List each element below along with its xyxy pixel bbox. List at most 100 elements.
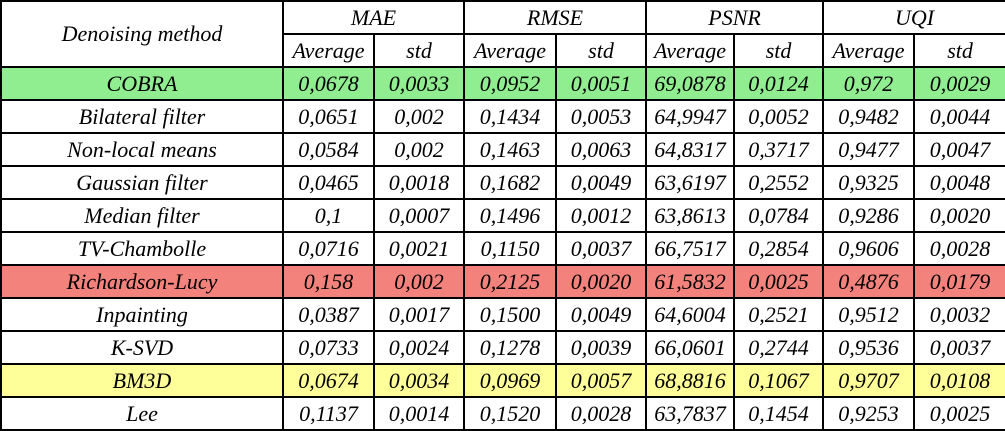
- sub-header-std: std: [913, 33, 1005, 68]
- metric-header-mae: MAE: [281, 0, 466, 35]
- value-cell: 0,0037: [913, 330, 1005, 365]
- table-row: K-SVD 0,0733 0,0024 0,1278 0,0039 66,0601 0,27…: [0, 330, 1005, 365]
- method-cell: Median filter: [0, 198, 284, 233]
- table-row: Median filter 0,1 0,0007 0,1496 0,0012 63,861…: [0, 198, 1005, 233]
- value-cell: 0,0025: [733, 264, 825, 299]
- value-cell: 0,0033: [372, 66, 466, 101]
- metric-header-rmse: RMSE: [463, 0, 648, 35]
- table-row: BM3D 0,0674 0,0034 0,0969 0,0057 68,8816 0,106…: [0, 363, 1005, 398]
- value-cell: 0,1434: [463, 99, 558, 134]
- value-cell: 64,8317: [645, 132, 736, 167]
- value-cell: 0,2854: [733, 231, 825, 266]
- sub-header-average: Average: [282, 33, 375, 68]
- value-cell: 64,9947: [645, 99, 736, 134]
- value-cell: 0,0063: [555, 132, 648, 167]
- value-cell: 64,6004: [645, 297, 736, 332]
- value-cell: 66,0601: [645, 330, 736, 365]
- method-cell: TV-Chambolle: [0, 231, 284, 266]
- value-cell: 0,002: [372, 132, 466, 167]
- value-cell: 63,7837: [645, 396, 736, 431]
- method-cell: Richardson-Lucy: [0, 264, 284, 299]
- value-cell: 0,0124: [733, 66, 825, 101]
- value-cell: 0,1520: [463, 396, 558, 431]
- value-cell: 0,0053: [555, 99, 648, 134]
- value-cell: 0,0029: [913, 66, 1005, 101]
- value-cell: 0,0387: [282, 297, 375, 332]
- value-cell: 0,158: [282, 264, 375, 299]
- value-cell: 0,3717: [733, 132, 825, 167]
- value-cell: 0,1500: [463, 297, 558, 332]
- value-cell: 0,0678: [282, 66, 375, 101]
- sub-header-std: std: [733, 33, 825, 68]
- value-cell: 0,0057: [555, 363, 648, 398]
- value-cell: 0,0020: [555, 264, 648, 299]
- value-cell: 0,1463: [463, 132, 558, 167]
- value-cell: 0,0028: [555, 396, 648, 431]
- method-cell: Non-local means: [0, 132, 284, 167]
- value-cell: 0,0007: [372, 198, 466, 233]
- value-cell: 0,0052: [733, 99, 825, 134]
- value-cell: 63,8613: [645, 198, 736, 233]
- value-cell: 0,9482: [822, 99, 916, 134]
- value-cell: 0,0784: [733, 198, 825, 233]
- value-cell: 0,9512: [822, 297, 916, 332]
- value-cell: 0,0049: [555, 165, 648, 200]
- table-row: Non-local means 0,0584 0,002 0,1463 0,0063 64…: [0, 132, 1005, 167]
- value-cell: 69,0878: [645, 66, 736, 101]
- table-row: Gaussian filter 0,0465 0,0018 0,1682 0,0049 6…: [0, 165, 1005, 200]
- value-cell: 0,002: [372, 99, 466, 134]
- value-cell: 0,1137: [282, 396, 375, 431]
- value-cell: 0,0049: [555, 297, 648, 332]
- table-row: Richardson-Lucy 0,158 0,002 0,2125 0,0020 61,…: [0, 264, 1005, 299]
- value-cell: 0,1496: [463, 198, 558, 233]
- value-cell: 68,8816: [645, 363, 736, 398]
- value-cell: 0,2125: [463, 264, 558, 299]
- value-cell: 66,7517: [645, 231, 736, 266]
- sub-header-row: Average std Average std Average std Aver…: [1, 33, 1005, 68]
- table-row: Inpainting 0,0387 0,0017 0,1500 0,0049 64,600…: [0, 297, 1005, 332]
- value-cell: 0,1682: [463, 165, 558, 200]
- sub-header-average: Average: [463, 33, 558, 68]
- value-cell: 0,9707: [822, 363, 916, 398]
- value-cell: 0,1: [282, 198, 375, 233]
- value-cell: 0,4876: [822, 264, 916, 299]
- value-cell: 0,9477: [822, 132, 916, 167]
- value-cell: 0,1278: [463, 330, 558, 365]
- value-cell: 0,0039: [555, 330, 648, 365]
- metric-header-uqi: UQI: [822, 0, 1005, 35]
- value-cell: 0,2744: [733, 330, 825, 365]
- value-cell: 0,0047: [913, 132, 1005, 167]
- value-cell: 0,0465: [282, 165, 375, 200]
- sub-header-average: Average: [645, 33, 736, 68]
- value-cell: 0,1067: [733, 363, 825, 398]
- value-cell: 0,002: [372, 264, 466, 299]
- value-cell: 0,0179: [913, 264, 1005, 299]
- table-row: Lee 0,1137 0,0014 0,1520 0,0028 63,7837 0,1454…: [0, 396, 1005, 431]
- value-cell: 0,0018: [372, 165, 466, 200]
- method-cell: Inpainting: [0, 297, 284, 332]
- value-cell: 0,0048: [913, 165, 1005, 200]
- value-cell: 0,0716: [282, 231, 375, 266]
- value-cell: 0,0584: [282, 132, 375, 167]
- method-cell: Gaussian filter: [0, 165, 284, 200]
- value-cell: 0,1454: [733, 396, 825, 431]
- value-cell: 0,0733: [282, 330, 375, 365]
- value-cell: 0,0952: [463, 66, 558, 101]
- value-cell: 0,0020: [913, 198, 1005, 233]
- value-cell: 0,9253: [822, 396, 916, 431]
- value-cell: 0,0028: [913, 231, 1005, 266]
- value-cell: 0,0014: [372, 396, 466, 431]
- value-cell: 61,5832: [645, 264, 736, 299]
- value-cell: 0,0108: [913, 363, 1005, 398]
- value-cell: 0,0021: [372, 231, 466, 266]
- value-cell: 0,9325: [822, 165, 916, 200]
- value-cell: 0,2521: [733, 297, 825, 332]
- table-row: TV-Chambolle 0,0716 0,0021 0,1150 0,0037 66,7…: [0, 231, 1005, 266]
- value-cell: 0,0024: [372, 330, 466, 365]
- table-header: Denoising method MAE RMSE PSNR UQI Avera…: [0, 0, 1005, 68]
- metric-header-psnr: PSNR: [645, 0, 825, 35]
- value-cell: 0,0034: [372, 363, 466, 398]
- method-cell: K-SVD: [0, 330, 284, 365]
- method-column-header: Denoising method: [0, 0, 284, 68]
